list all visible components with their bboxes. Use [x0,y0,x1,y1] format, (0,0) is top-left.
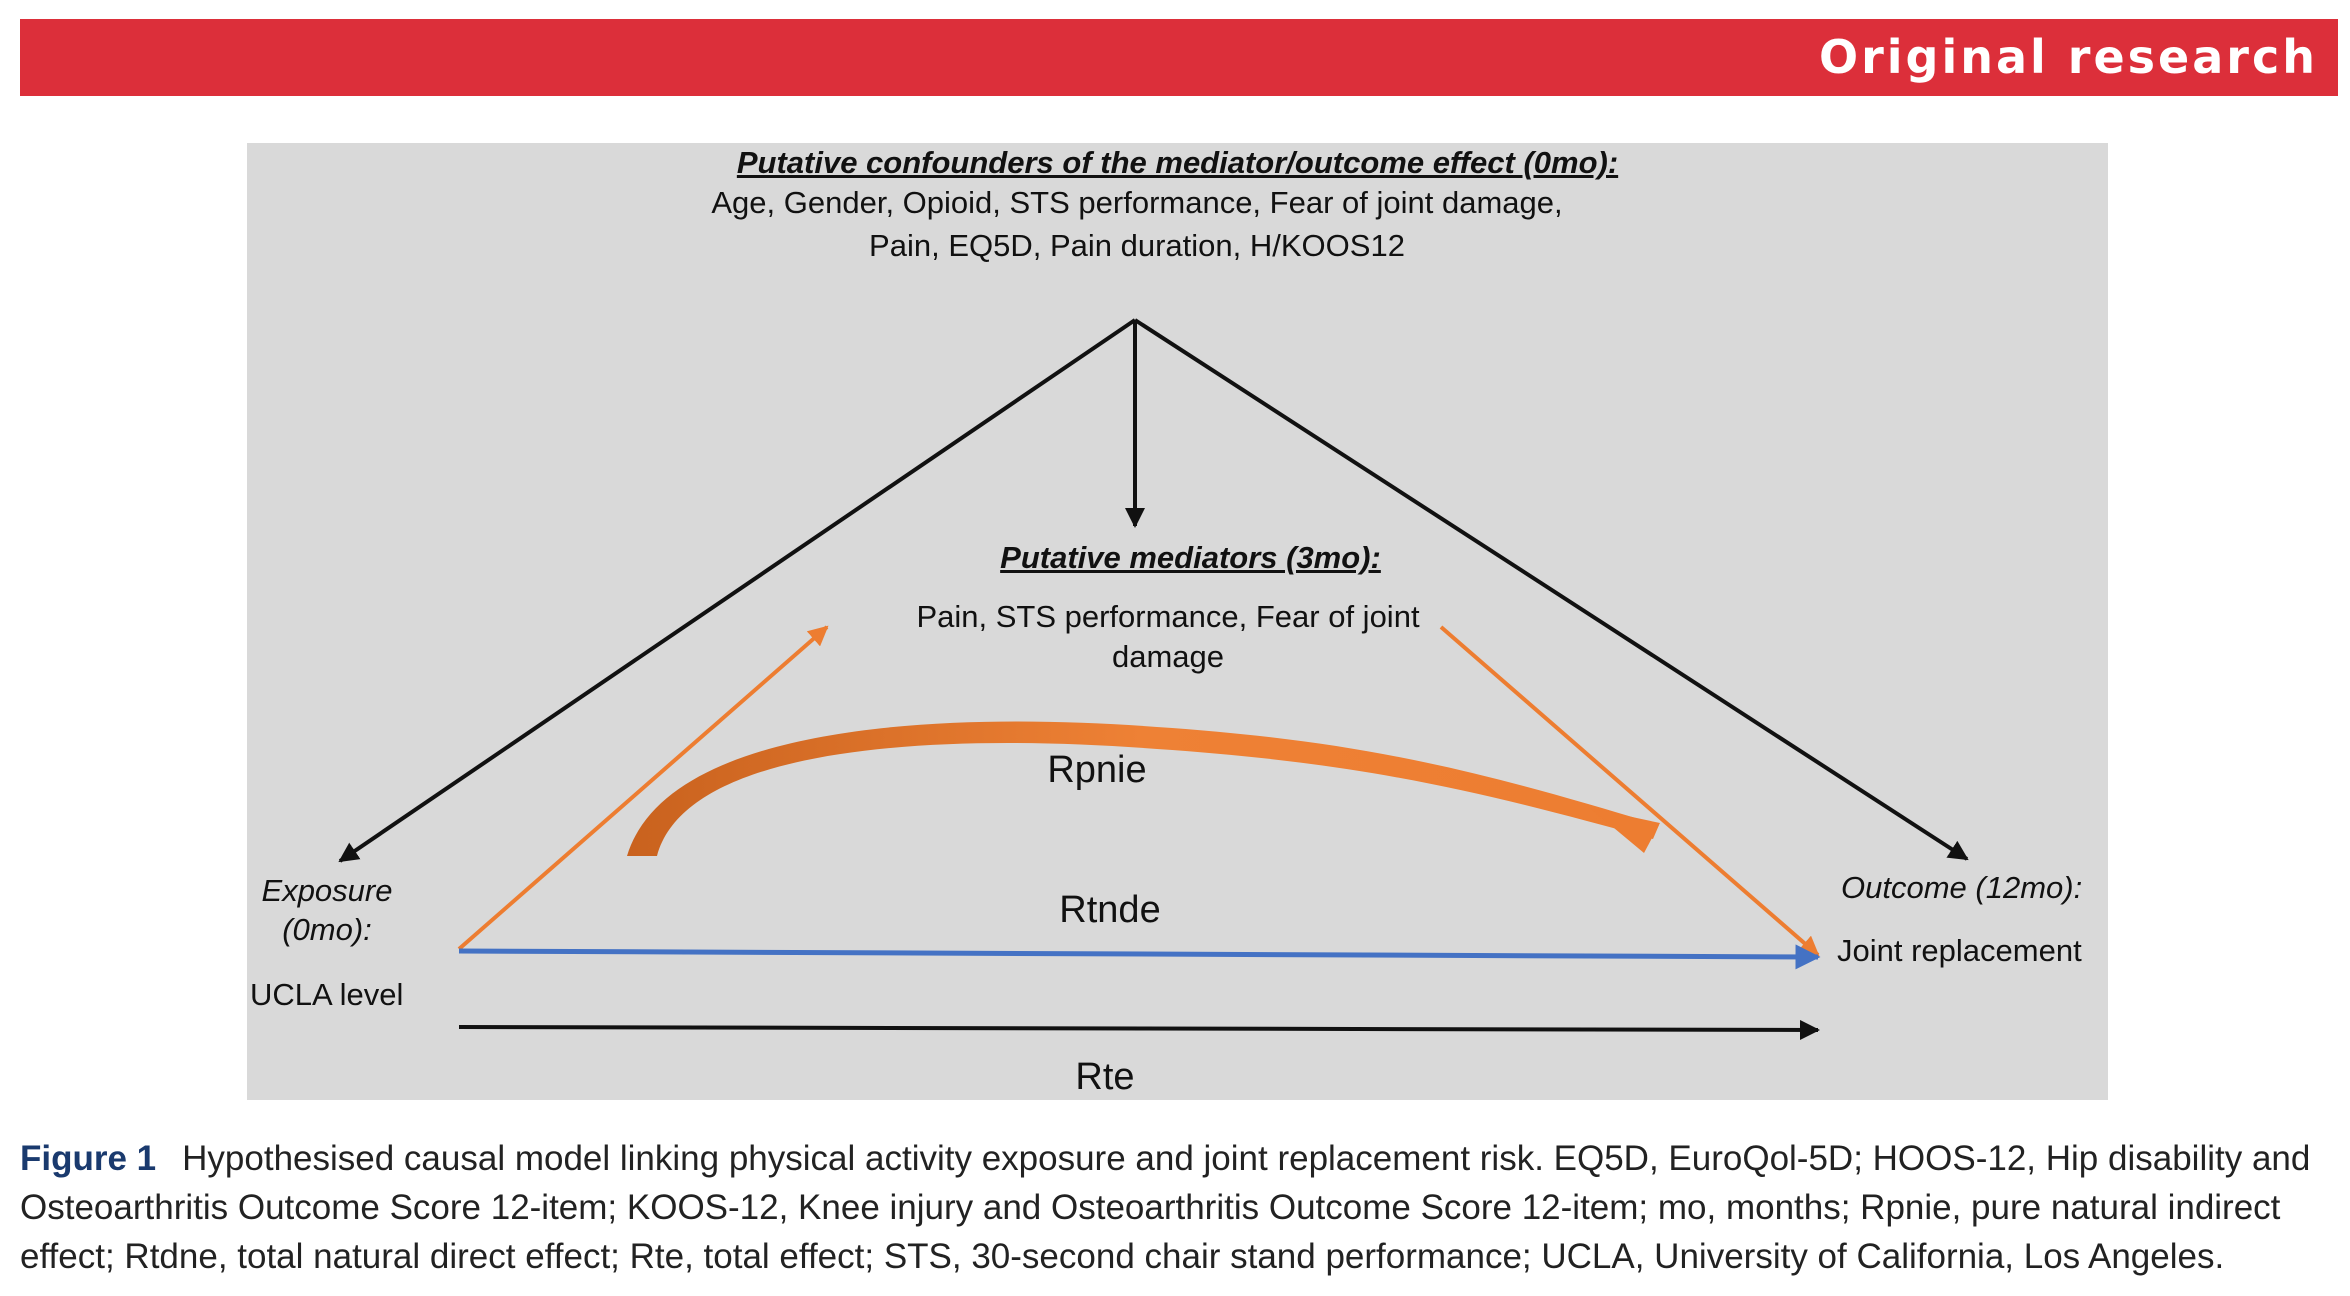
arrow-total-effect [458,1019,1820,1040]
section-title: Original research [1818,30,2318,84]
arrow-indirect-effect-head [1590,808,1660,853]
exposure-label-line2: (0mo): [282,912,372,947]
outcome-label: Outcome (12mo): [1841,870,2083,905]
mediators-line2: damage [1111,639,1225,674]
figure-caption-text: Hypothesised causal model linking physic… [20,1139,2311,1276]
indirect-effect-label: Rpnie [1047,749,1147,791]
mediators-heading: Putative mediators (3mo): [1000,540,1381,575]
figure-caption: Figure 1 Hypothesised causal model linkin… [20,1134,2340,1281]
arrow-mediators-to-outcome [1439,625,1820,957]
confounders-heading: Putative confounders of the mediator/out… [736,145,1619,180]
arrow-direct-effect [458,944,1821,970]
exposure-value: UCLA level [250,977,404,1012]
arrow-confounders-to-outcome [1133,318,1969,861]
causal-diagram: Putative confounders of the mediator/out… [247,143,2108,1100]
figure-label: Figure 1 [20,1139,157,1178]
confounders-line1: Age, Gender, Opioid, STS performance, Fe… [711,185,1563,220]
confounders-line2: Pain, EQ5D, Pain duration, H/KOOS12 [869,228,1405,263]
direct-effect-label: Rtnde [1059,889,1161,931]
total-effect-label: Rte [1075,1056,1135,1098]
arrow-confounders-to-exposure [338,318,1137,863]
exposure-label-line1: Exposure [261,873,393,908]
journal-banner: Original research [20,19,2338,96]
arrow-exposure-to-mediators [457,625,829,951]
diagram-arrows [338,318,1969,1040]
mediators-line1: Pain, STS performance, Fear of joint [916,599,1420,634]
outcome-value: Joint replacement [1837,933,2082,968]
